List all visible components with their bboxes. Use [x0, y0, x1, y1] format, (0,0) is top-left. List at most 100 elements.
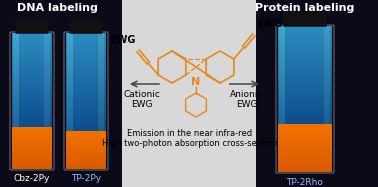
Bar [66, 33, 106, 34]
Bar [324, 95, 330, 96]
Bar [98, 54, 104, 55]
Bar [66, 145, 106, 146]
Bar [279, 122, 285, 123]
Bar [66, 151, 106, 152]
Bar [279, 28, 285, 29]
Bar [98, 83, 104, 84]
Bar [324, 28, 330, 29]
Bar [98, 55, 104, 56]
Bar [324, 79, 330, 80]
Bar [66, 72, 106, 73]
Bar [66, 137, 106, 138]
Bar [324, 81, 330, 82]
Bar [66, 120, 106, 121]
Bar [66, 112, 106, 113]
Bar [66, 42, 106, 43]
Bar [98, 80, 104, 81]
Bar [66, 83, 106, 84]
Bar [66, 77, 106, 78]
Bar [66, 153, 106, 154]
Bar [66, 80, 106, 81]
Bar [278, 58, 332, 59]
Bar [12, 88, 52, 89]
Bar [66, 139, 106, 140]
Bar [66, 36, 106, 37]
Bar [98, 111, 104, 112]
Bar [278, 76, 332, 77]
Bar [13, 81, 19, 82]
Bar [278, 164, 332, 165]
Bar [67, 93, 73, 94]
Bar [278, 45, 332, 46]
Bar [13, 114, 19, 115]
Bar [13, 107, 19, 108]
Bar [44, 79, 50, 80]
Bar [44, 112, 50, 113]
Bar [324, 73, 330, 74]
Bar [98, 109, 104, 110]
Bar [98, 89, 104, 90]
Bar [278, 95, 332, 96]
Bar [66, 70, 106, 71]
Bar [98, 57, 104, 58]
Bar [13, 45, 19, 46]
Bar [66, 84, 106, 85]
Bar [12, 54, 52, 55]
Bar [278, 82, 332, 83]
Bar [67, 56, 73, 57]
Bar [279, 86, 285, 87]
Bar [278, 48, 332, 49]
Bar [278, 169, 332, 170]
Bar [324, 99, 330, 100]
Bar [279, 44, 285, 45]
Bar [98, 45, 104, 46]
Bar [278, 100, 332, 101]
Bar [324, 105, 330, 106]
Bar [279, 66, 285, 67]
Bar [66, 58, 106, 59]
Bar [66, 88, 106, 89]
Bar [44, 111, 50, 112]
Bar [66, 94, 106, 95]
Bar [324, 68, 330, 69]
Bar [67, 124, 73, 125]
Bar [66, 152, 106, 153]
Bar [324, 120, 330, 121]
Bar [98, 40, 104, 41]
Bar [12, 40, 52, 41]
Bar [13, 35, 19, 36]
Bar [67, 43, 73, 44]
Bar [67, 113, 73, 114]
Bar [279, 90, 285, 91]
Bar [66, 164, 106, 165]
Bar [278, 97, 332, 98]
Bar [278, 84, 332, 85]
Bar [324, 62, 330, 63]
Bar [66, 135, 106, 136]
Bar [98, 48, 104, 49]
Bar [324, 92, 330, 93]
Bar [279, 74, 285, 75]
Bar [324, 53, 330, 54]
Bar [12, 124, 52, 125]
Bar [44, 105, 50, 106]
Bar [66, 47, 106, 48]
Bar [278, 147, 332, 148]
Bar [98, 127, 104, 128]
Bar [324, 83, 330, 84]
Bar [44, 34, 50, 35]
Bar [279, 94, 285, 95]
Bar [279, 37, 285, 38]
Bar [44, 104, 50, 105]
Bar [279, 69, 285, 70]
Bar [13, 49, 19, 50]
Bar [44, 96, 50, 97]
Bar [278, 121, 332, 122]
Bar [98, 34, 104, 35]
Bar [67, 47, 73, 48]
Bar [13, 80, 19, 81]
Bar [66, 113, 106, 114]
Bar [44, 42, 50, 43]
Bar [278, 94, 332, 95]
Bar [98, 50, 104, 51]
